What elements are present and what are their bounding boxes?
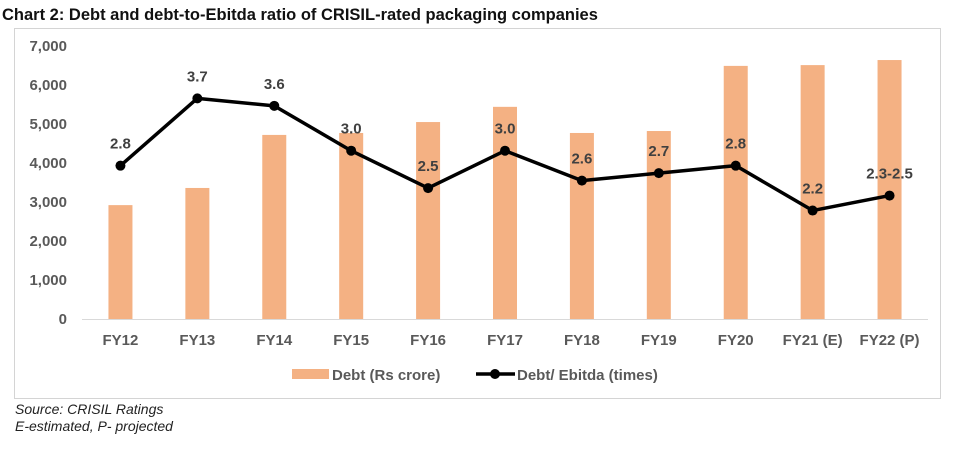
point-ratio [115, 160, 126, 171]
chart-title: Chart 2: Debt and debt-to-Ebitda ratio o… [2, 6, 598, 24]
x-tick-label: FY12 [103, 332, 139, 349]
x-axis-ticks: FY12 FY13 FY14 FY15 FY16 FY17 FY18 FY19 FY20 FY21… [103, 332, 920, 349]
bar-debt [416, 122, 441, 319]
data-label-ratio: 2.2 [802, 181, 823, 198]
point-ratio [807, 205, 818, 216]
x-tick-label: FY22 (P) [860, 332, 920, 349]
bars [108, 60, 902, 319]
data-label-ratio: 2.5 [418, 158, 439, 175]
y-tick-label: 2,000 [29, 233, 67, 250]
data-label-ratio: 2.6 [571, 151, 592, 168]
point-ratio [423, 183, 434, 194]
bar-debt [262, 134, 287, 319]
legend-swatch-debt [292, 369, 329, 379]
legend-label-debt: Debt (Rs crore) [332, 367, 440, 384]
y-axis-ticks: 0 1,000 2,000 3,000 4,000 5,000 6,000 7,000 [29, 38, 67, 328]
chart-frame [14, 28, 941, 399]
data-label-ratio: 3.0 [495, 121, 516, 138]
y-tick-label: 0 [59, 311, 67, 328]
source-note: Source: CRISIL Ratings [15, 401, 164, 417]
point-ratio [576, 175, 587, 186]
abbreviation-note: E-estimated, P- projected [15, 418, 173, 434]
bar-debt [108, 205, 133, 319]
y-tick-label: 1,000 [29, 272, 67, 289]
data-label-ratio: 3.7 [187, 68, 208, 85]
bar-debt [723, 65, 748, 319]
ratio-line [115, 93, 895, 216]
bar-debt [569, 132, 594, 319]
x-tick-label: FY14 [256, 332, 293, 349]
data-label-ratio: 2.3-2.5 [866, 166, 913, 183]
legend-label-ratio: Debt/ Ebitda (times) [517, 367, 658, 384]
bar-debt [185, 187, 210, 319]
legend: Debt (Rs crore) Debt/ Ebitda (times) [292, 367, 658, 384]
point-ratio [884, 190, 895, 201]
y-tick-label: 7,000 [29, 38, 67, 55]
data-label-ratio: 2.8 [725, 136, 746, 153]
data-label-ratio: 3.6 [264, 76, 285, 93]
bar-debt [339, 132, 364, 319]
point-ratio [346, 145, 357, 156]
x-tick-label: FY18 [564, 332, 600, 349]
y-tick-label: 5,000 [29, 116, 67, 133]
bar-debt [646, 131, 671, 319]
bar-debt [877, 60, 902, 319]
point-ratio [192, 93, 203, 104]
point-ratio [653, 168, 664, 179]
y-tick-label: 4,000 [29, 155, 67, 172]
point-ratio [500, 145, 510, 156]
x-tick-label: FY17 [487, 332, 523, 349]
legend-marker-ratio [490, 369, 500, 379]
bar-debt [493, 106, 517, 319]
data-label-ratio: 2.7 [648, 143, 669, 160]
data-labels: 2.8 3.7 3.6 3.0 2.5 3.0 2.6 2.7 2.8 2.2 2.3-2.5 [110, 68, 913, 197]
x-tick-label: FY13 [179, 332, 215, 349]
point-ratio [269, 100, 280, 111]
x-tick-label: FY16 [410, 332, 446, 349]
bar-debt [800, 65, 825, 319]
point-ratio [730, 160, 741, 171]
x-tick-label: FY20 [718, 332, 754, 349]
data-label-ratio: 3.0 [341, 121, 362, 138]
y-tick-label: 3,000 [29, 194, 67, 211]
x-tick-label: FY21 (E) [783, 332, 843, 349]
y-tick-label: 6,000 [29, 77, 67, 94]
x-tick-label: FY15 [333, 332, 369, 349]
x-tick-label: FY19 [641, 332, 677, 349]
data-label-ratio: 2.8 [110, 136, 131, 153]
